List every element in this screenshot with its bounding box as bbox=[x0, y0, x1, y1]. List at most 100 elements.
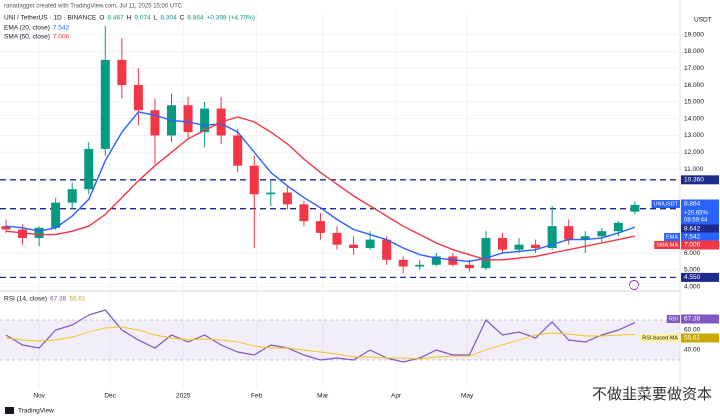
candle-body bbox=[332, 232, 342, 245]
candle-body bbox=[415, 264, 425, 267]
candle-body bbox=[282, 192, 292, 205]
x-tick-label: May bbox=[461, 393, 474, 400]
ohlc-label: H bbox=[127, 15, 132, 22]
tag-bg bbox=[681, 232, 719, 242]
countdown: 08:59:44 bbox=[684, 218, 708, 224]
ma-line bbox=[5, 116, 636, 261]
candle-body bbox=[398, 259, 408, 267]
tag-name: RSI-based MA bbox=[640, 334, 680, 342]
y-tick-label: 6.000 bbox=[684, 250, 701, 257]
tag-name-text: EMA bbox=[666, 234, 678, 240]
y-tick-label: 60.00 bbox=[684, 327, 701, 334]
rsi-line bbox=[5, 309, 636, 363]
x-tick-label: Nov bbox=[33, 393, 45, 400]
symbol-title: UNI / TetherUS · 1D · BINANCE bbox=[4, 15, 97, 22]
tag-name-text: RSI bbox=[669, 316, 679, 322]
candle-body bbox=[299, 204, 309, 222]
tag-name-text: RSI-based MA bbox=[642, 335, 678, 341]
last-change: +20.65% bbox=[684, 211, 709, 217]
rsi-tag: 55.61 bbox=[684, 335, 701, 342]
candle-body bbox=[481, 237, 491, 269]
tag-name-bg bbox=[651, 200, 680, 208]
y-tick-label: 4.000 bbox=[684, 283, 701, 290]
ohlc-value: 8.467 bbox=[107, 15, 124, 22]
candle-body bbox=[34, 227, 44, 238]
ohlc-value: 9.074 bbox=[134, 15, 151, 22]
rsi-line bbox=[5, 326, 635, 360]
candle-body bbox=[51, 202, 61, 228]
level-label: 4.550 bbox=[684, 274, 701, 281]
tag-name: RSI bbox=[666, 315, 680, 323]
candle-body bbox=[531, 244, 541, 249]
candle-body bbox=[464, 264, 474, 269]
ohlc-value: 8.304 bbox=[160, 15, 177, 22]
level-label: 8.642 bbox=[684, 226, 701, 233]
y-tick-label: 40.00 bbox=[684, 347, 701, 354]
y-tick-label: 12.000 bbox=[684, 149, 704, 156]
level-label: 10.360 bbox=[684, 177, 704, 184]
y-tick-label: 11.000 bbox=[684, 166, 704, 173]
candle-body bbox=[200, 108, 210, 133]
y-tick-label: 5.000 bbox=[684, 267, 701, 274]
tag-name-bg bbox=[666, 315, 680, 323]
candle-body bbox=[183, 105, 193, 133]
credit: ranadagger created with TradingView.com,… bbox=[4, 4, 183, 10]
rsi-band bbox=[0, 320, 680, 360]
y-tick-label: 15.000 bbox=[684, 99, 704, 106]
currency: USDT bbox=[694, 17, 712, 24]
tag-name-text: UNIUSDT bbox=[654, 201, 679, 207]
candle-body bbox=[597, 231, 607, 237]
candle-body bbox=[266, 192, 276, 195]
candle-body bbox=[249, 165, 259, 195]
tag-bg bbox=[681, 199, 719, 209]
tag-name-text: SMA:MA bbox=[656, 242, 678, 248]
legend-name: SMA (50, close) bbox=[4, 34, 50, 41]
tag-bg bbox=[681, 224, 719, 234]
change: +0.398 (+4.70%) bbox=[207, 15, 255, 22]
candle-body bbox=[580, 236, 590, 240]
tag-name: UNIUSDT bbox=[651, 200, 680, 208]
candle-body bbox=[514, 244, 524, 250]
candle-body bbox=[547, 226, 557, 249]
candle-body bbox=[150, 110, 160, 136]
candle-body bbox=[133, 85, 143, 111]
tag-bg bbox=[681, 240, 719, 250]
candle-body bbox=[1, 226, 11, 230]
ohlc-label: O bbox=[99, 15, 104, 22]
candle-body bbox=[448, 256, 458, 265]
tag-bg bbox=[681, 208, 719, 225]
y-tick-label: 19.000 bbox=[684, 31, 704, 38]
legend-value: 67.38 bbox=[50, 296, 67, 303]
y-tick-label: 18.000 bbox=[684, 48, 704, 55]
legend-name: EMA (20, close) bbox=[4, 25, 50, 32]
candle-body bbox=[18, 229, 28, 238]
tag-bg bbox=[681, 175, 719, 185]
event-icon bbox=[629, 280, 639, 290]
tag-bg bbox=[681, 272, 719, 282]
y-tick-label: 16.000 bbox=[684, 82, 704, 89]
legend-value: 7.006 bbox=[53, 34, 70, 41]
ohlc-label: C bbox=[180, 15, 185, 22]
candle-body bbox=[382, 239, 392, 260]
x-tick-label: Apr bbox=[391, 393, 402, 400]
rsi-tag: 67.38 bbox=[684, 316, 701, 323]
tag-name: EMA bbox=[664, 233, 680, 241]
ma-tag: 7.542 bbox=[684, 234, 701, 241]
candle-body bbox=[365, 239, 375, 249]
candle-body bbox=[498, 237, 507, 250]
candle-body bbox=[431, 256, 441, 265]
brand: TradingView bbox=[18, 408, 54, 415]
ohlc-label: L bbox=[154, 15, 158, 22]
ma-line bbox=[5, 111, 636, 263]
legend-value: 7.542 bbox=[53, 25, 70, 32]
y-tick-label: 17.000 bbox=[684, 65, 704, 72]
candle-body bbox=[233, 135, 243, 166]
x-tick-label: Mar bbox=[317, 393, 329, 400]
tag-name-bg bbox=[654, 241, 680, 249]
x-tick-label: 2025 bbox=[176, 393, 191, 400]
rsi-title: RSI (14, close) bbox=[4, 296, 47, 303]
tag-bg bbox=[681, 333, 719, 343]
y-tick-label: 14.000 bbox=[684, 115, 704, 122]
brand-logo bbox=[5, 407, 14, 414]
